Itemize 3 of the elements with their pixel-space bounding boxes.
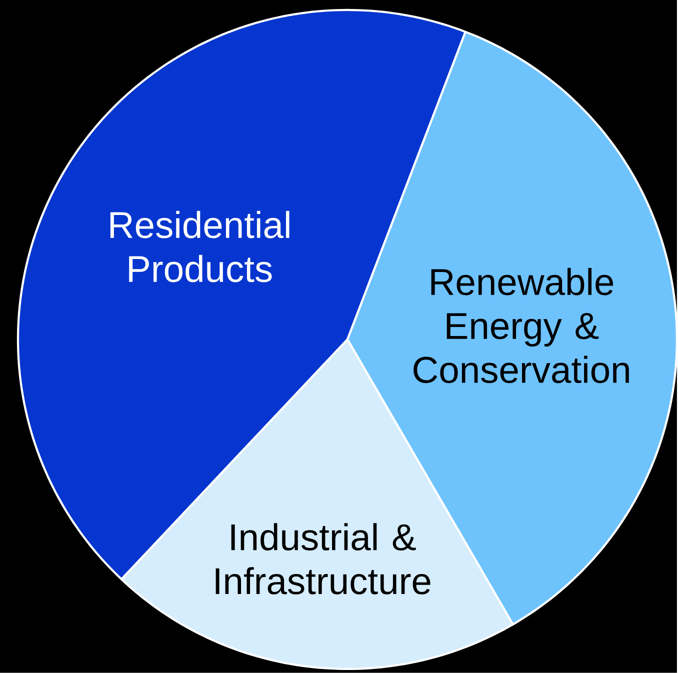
slice-label: Industrial & Infrastructure [216, 523, 430, 594]
slice-label: Renewable Energy & Conservation [414, 268, 629, 384]
slice-label: Residential Products [110, 210, 290, 282]
